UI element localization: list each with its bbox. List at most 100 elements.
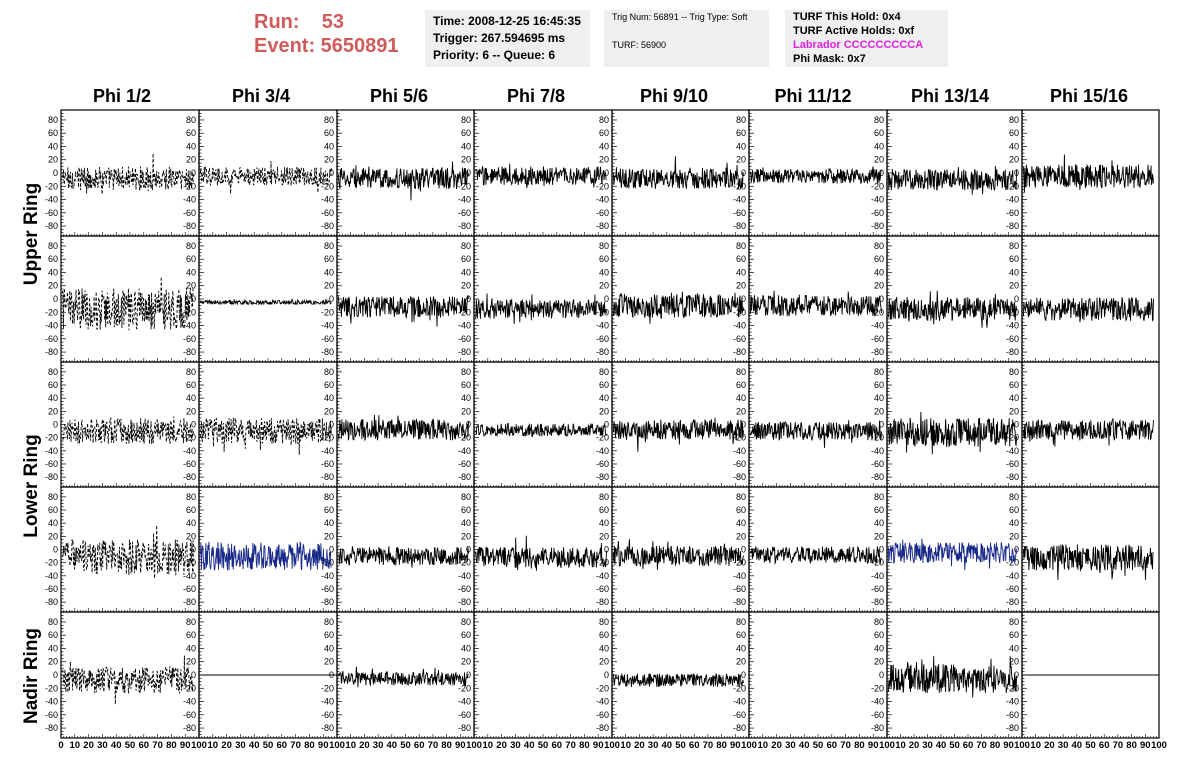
y-tick-label: -80 <box>733 597 746 607</box>
y-tick-label: -60 <box>321 334 334 344</box>
y-tick-label: 0 <box>329 168 334 178</box>
y-tick-label: -60 <box>45 710 58 720</box>
y-tick-label: 20 <box>1009 657 1019 667</box>
x-tick-label: 70 <box>703 740 714 751</box>
y-tick-label: -80 <box>321 597 334 607</box>
y-tick-label: 80 <box>461 492 471 502</box>
y-tick-label: -20 <box>321 433 334 443</box>
y-tick-label: -40 <box>45 446 58 456</box>
y-tick-label: 20 <box>874 531 884 541</box>
y-tick-label: 60 <box>874 505 884 515</box>
y-tick-label: -60 <box>458 208 471 218</box>
y-tick-label: 0 <box>466 168 471 178</box>
y-tick-label: -40 <box>733 446 746 456</box>
x-tick-label: 100 <box>191 740 207 751</box>
y-tick-label: -80 <box>458 347 471 357</box>
x-tick-label: 60 <box>277 740 288 751</box>
x-tick-label: 60 <box>414 740 425 751</box>
y-tick-label: 40 <box>324 141 334 151</box>
y-tick-label: 0 <box>604 670 609 680</box>
x-tick-label: 70 <box>290 740 301 751</box>
x-tick-label: 50 <box>675 740 686 751</box>
x-tick-label: 20 <box>359 740 370 751</box>
y-tick-label: -20 <box>596 683 609 693</box>
panel-frame <box>1021 235 1160 363</box>
y-tick-label: 0 <box>1014 670 1019 680</box>
y-tick-label: -80 <box>596 472 609 482</box>
y-tick-label: 0 <box>53 168 58 178</box>
waveform-trace <box>749 546 882 565</box>
column-header-phi-13-14: Phi 13/14 <box>910 86 990 106</box>
y-tick-label: -40 <box>45 571 58 581</box>
y-tick-label: -60 <box>596 584 609 594</box>
y-tick-label: -40 <box>596 195 609 205</box>
turf-this-hold-text: TURF This Hold: 0x4 <box>793 11 901 23</box>
y-tick-label: -60 <box>1006 710 1019 720</box>
y-tick-label: 40 <box>324 393 334 403</box>
y-tick-label: 60 <box>186 128 196 138</box>
y-tick-label: -20 <box>321 307 334 317</box>
waveform-trace <box>612 156 744 190</box>
waveform-trace <box>338 546 469 568</box>
y-tick-label: -20 <box>596 181 609 191</box>
y-tick-label: 40 <box>48 267 58 277</box>
y-tick-label: 20 <box>599 531 609 541</box>
y-tick-label: 0 <box>53 420 58 430</box>
panel-frame <box>473 235 613 363</box>
x-tick-label: 40 <box>936 740 947 751</box>
y-tick-label: 20 <box>324 657 334 667</box>
y-tick-label: 80 <box>186 617 196 627</box>
y-tick-label: -40 <box>1006 571 1019 581</box>
panel-frame <box>748 611 888 739</box>
panel-frame <box>60 486 200 613</box>
column-header-phi-1-2: Phi 1/2 <box>92 86 152 106</box>
y-tick-label: 0 <box>879 670 884 680</box>
y-tick-label: -40 <box>183 321 196 331</box>
y-tick-label: -80 <box>183 472 196 482</box>
x-tick-label: 100 <box>1151 740 1167 751</box>
y-tick-label: -20 <box>458 683 471 693</box>
y-tick-label: 20 <box>186 155 196 165</box>
y-tick-label: 40 <box>186 141 196 151</box>
x-tick-label: 50 <box>949 740 960 751</box>
x-tick-label: 50 <box>400 740 411 751</box>
trig-num-text: Trig Num: 56891 -- Trig Type: Soft <box>612 12 748 22</box>
y-tick-label: 60 <box>1009 128 1019 138</box>
y-tick-label: -40 <box>45 321 58 331</box>
x-tick-label: 20 <box>221 740 232 751</box>
waveform-trace <box>475 163 607 189</box>
y-tick-label: 40 <box>461 393 471 403</box>
y-tick-label: -40 <box>596 571 609 581</box>
y-tick-label: 60 <box>48 505 58 515</box>
y-tick-label: -80 <box>1006 347 1019 357</box>
y-tick-label: -80 <box>596 723 609 733</box>
x-tick-label: 90 <box>593 740 604 751</box>
waveform-trace <box>749 420 882 448</box>
x-tick-label: 10 <box>208 740 219 751</box>
y-tick-label: -60 <box>733 208 746 218</box>
y-tick-label: 40 <box>186 267 196 277</box>
y-tick-label: 60 <box>186 380 196 390</box>
x-tick-label: 70 <box>428 740 439 751</box>
waveform-trace <box>62 525 194 579</box>
y-tick-label: -60 <box>458 334 471 344</box>
y-tick-label: 0 <box>741 545 746 555</box>
y-tick-label: -80 <box>596 597 609 607</box>
y-tick-label: 80 <box>874 241 884 251</box>
x-tick-label: 100 <box>741 740 757 751</box>
y-tick-label: -20 <box>733 558 746 568</box>
y-tick-label: -60 <box>45 584 58 594</box>
y-tick-label: 0 <box>741 294 746 304</box>
y-tick-label: 40 <box>599 393 609 403</box>
y-tick-label: -80 <box>183 597 196 607</box>
y-tick-label: -60 <box>45 334 58 344</box>
y-tick-label: -80 <box>1006 472 1019 482</box>
y-tick-label: 40 <box>324 643 334 653</box>
y-tick-label: -40 <box>321 195 334 205</box>
waveform-trace <box>62 416 194 445</box>
y-tick-label: 60 <box>186 254 196 264</box>
y-tick-label: 60 <box>599 505 609 515</box>
y-tick-label: -20 <box>458 558 471 568</box>
x-tick-label: 90 <box>180 740 191 751</box>
